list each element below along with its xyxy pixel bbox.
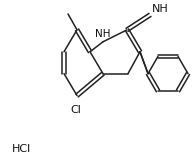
Text: NH: NH — [152, 4, 169, 14]
Text: NH: NH — [95, 29, 111, 39]
Text: Cl: Cl — [71, 106, 81, 116]
Text: HCl: HCl — [12, 144, 31, 154]
